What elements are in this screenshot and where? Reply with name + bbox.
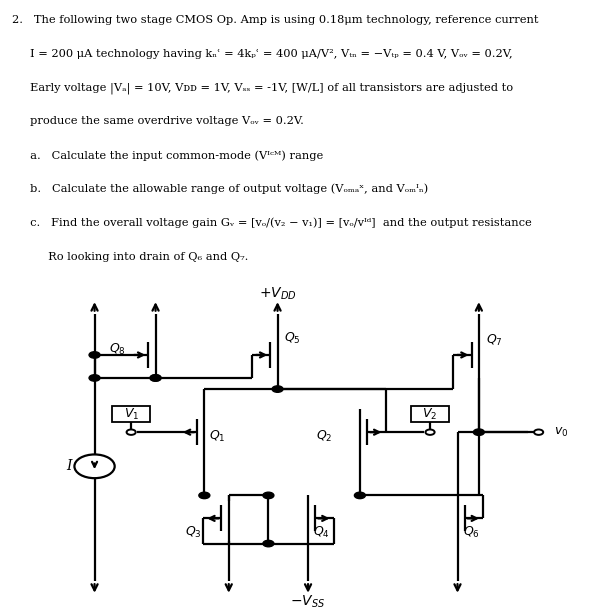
Text: produce the same overdrive voltage Vₒᵥ = 0.2V.: produce the same overdrive voltage Vₒᵥ =…: [12, 116, 304, 126]
Text: $v_0$: $v_0$: [554, 426, 569, 439]
Circle shape: [354, 492, 365, 498]
Text: Ro looking into drain of Q₆ and Q₇.: Ro looking into drain of Q₆ and Q₇.: [12, 251, 249, 262]
Circle shape: [426, 429, 434, 435]
Text: c.   Find the overall voltage gain Gᵥ = [vₒ/(v₂ − v₁)] = [vₒ/vᴵᵈ]  and the outpu: c. Find the overall voltage gain Gᵥ = [v…: [12, 218, 532, 228]
Text: $Q_4$: $Q_4$: [313, 525, 330, 540]
Circle shape: [89, 375, 100, 381]
Text: $V_2$: $V_2$: [423, 407, 437, 422]
Text: $Q_6$: $Q_6$: [462, 525, 479, 540]
Text: $- V_{SS}$: $- V_{SS}$: [290, 594, 326, 610]
FancyBboxPatch shape: [112, 406, 150, 422]
Text: $Q_3$: $Q_3$: [185, 525, 202, 540]
Circle shape: [534, 429, 544, 435]
Text: $Q_5$: $Q_5$: [284, 331, 301, 346]
Text: I: I: [66, 459, 72, 473]
FancyBboxPatch shape: [411, 406, 449, 422]
Text: $V_1$: $V_1$: [123, 407, 139, 422]
Text: $Q_8$: $Q_8$: [109, 342, 126, 357]
Circle shape: [263, 492, 274, 498]
Circle shape: [263, 540, 274, 547]
Circle shape: [127, 429, 135, 435]
Circle shape: [473, 429, 484, 436]
Text: I = 200 μA technology having kₙʿ = 4kₚʿ = 400 μA/V², Vₜₙ = −Vₜₚ = 0.4 V, Vₒᵥ = 0: I = 200 μA technology having kₙʿ = 4kₚʿ …: [12, 49, 513, 59]
Circle shape: [150, 375, 161, 381]
Text: $Q_2$: $Q_2$: [317, 429, 332, 444]
Text: $Q_7$: $Q_7$: [486, 333, 503, 348]
Text: 2.   The following two stage CMOS Op. Amp is using 0.18μm technology, reference : 2. The following two stage CMOS Op. Amp …: [12, 15, 539, 24]
Circle shape: [272, 386, 283, 392]
Text: $+ V_{DD}$: $+ V_{DD}$: [259, 285, 296, 302]
Text: b.   Calculate the allowable range of output voltage (Vₒₘₐˣ, and Vₒₘᴵₙ): b. Calculate the allowable range of outp…: [12, 184, 428, 195]
Circle shape: [199, 492, 210, 498]
Text: $Q_1$: $Q_1$: [209, 429, 226, 444]
Circle shape: [150, 375, 161, 381]
Text: a.   Calculate the input common-mode (Vᴵᶜᴹ) range: a. Calculate the input common-mode (Vᴵᶜᴹ…: [12, 150, 323, 160]
Circle shape: [89, 352, 100, 358]
Text: Early voltage |Vₐ| = 10V, Vᴅᴅ = 1V, Vₛₛ = -1V, [W/L] of all transistors are adju: Early voltage |Vₐ| = 10V, Vᴅᴅ = 1V, Vₛₛ …: [12, 82, 514, 94]
